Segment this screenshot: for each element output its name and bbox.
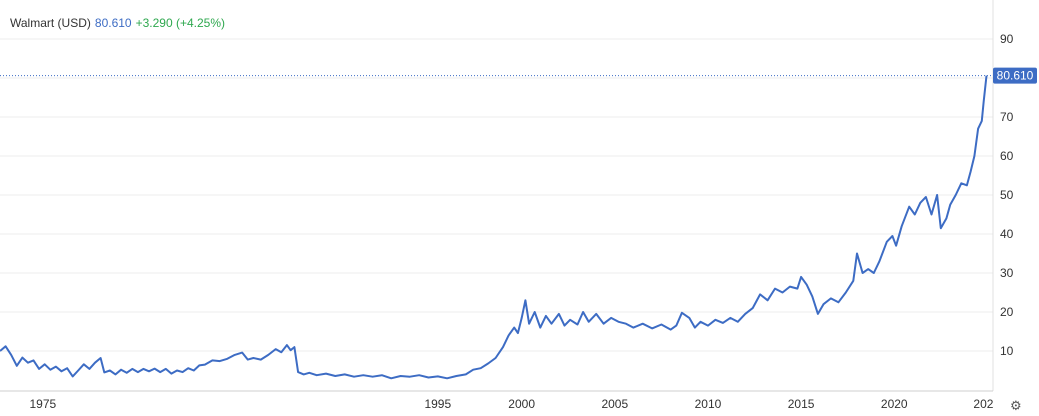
y-tick-label: 50 — [1000, 188, 1014, 202]
x-axis-labels: 1975 1995 2000 2005 2010 2015 2020 2025 — [29, 397, 1000, 411]
y-tick-label: 90 — [1000, 32, 1014, 46]
price-series-line — [0, 75, 988, 380]
y-gridlines — [0, 38, 993, 352]
legend-last-price: 80.610 — [94, 16, 132, 30]
y-tick-label: 20 — [1000, 305, 1014, 319]
x-tick-label: 2000 — [508, 397, 535, 411]
x-tick-label: 2025 — [973, 397, 1000, 411]
x-tick-label: 1975 — [29, 397, 56, 411]
gear-icon[interactable]: ⚙ — [1010, 398, 1022, 413]
legend-series-name: Walmart (USD) — [10, 16, 91, 30]
legend-price-change: +3.290 (+4.25%) — [135, 16, 225, 30]
y-tick-label: 40 — [1000, 227, 1014, 241]
last-value-label: 80.610 — [993, 67, 1037, 84]
x-tick-label: 2010 — [695, 397, 722, 411]
x-tick-label: 2020 — [881, 397, 908, 411]
y-tick-label: 30 — [1000, 266, 1014, 280]
x-tick-label: 1995 — [424, 397, 451, 411]
y-tick-label: 10 — [1000, 344, 1014, 358]
x-tick-label: 2005 — [601, 397, 628, 411]
series-legend: Walmart (USD) 80.610 +3.290 (+4.25%) — [10, 16, 225, 30]
last-value-label-text: 80.610 — [997, 69, 1034, 83]
y-tick-label: 70 — [1000, 110, 1014, 124]
y-tick-label: 60 — [1000, 149, 1014, 163]
x-tick-label: 2015 — [788, 397, 815, 411]
